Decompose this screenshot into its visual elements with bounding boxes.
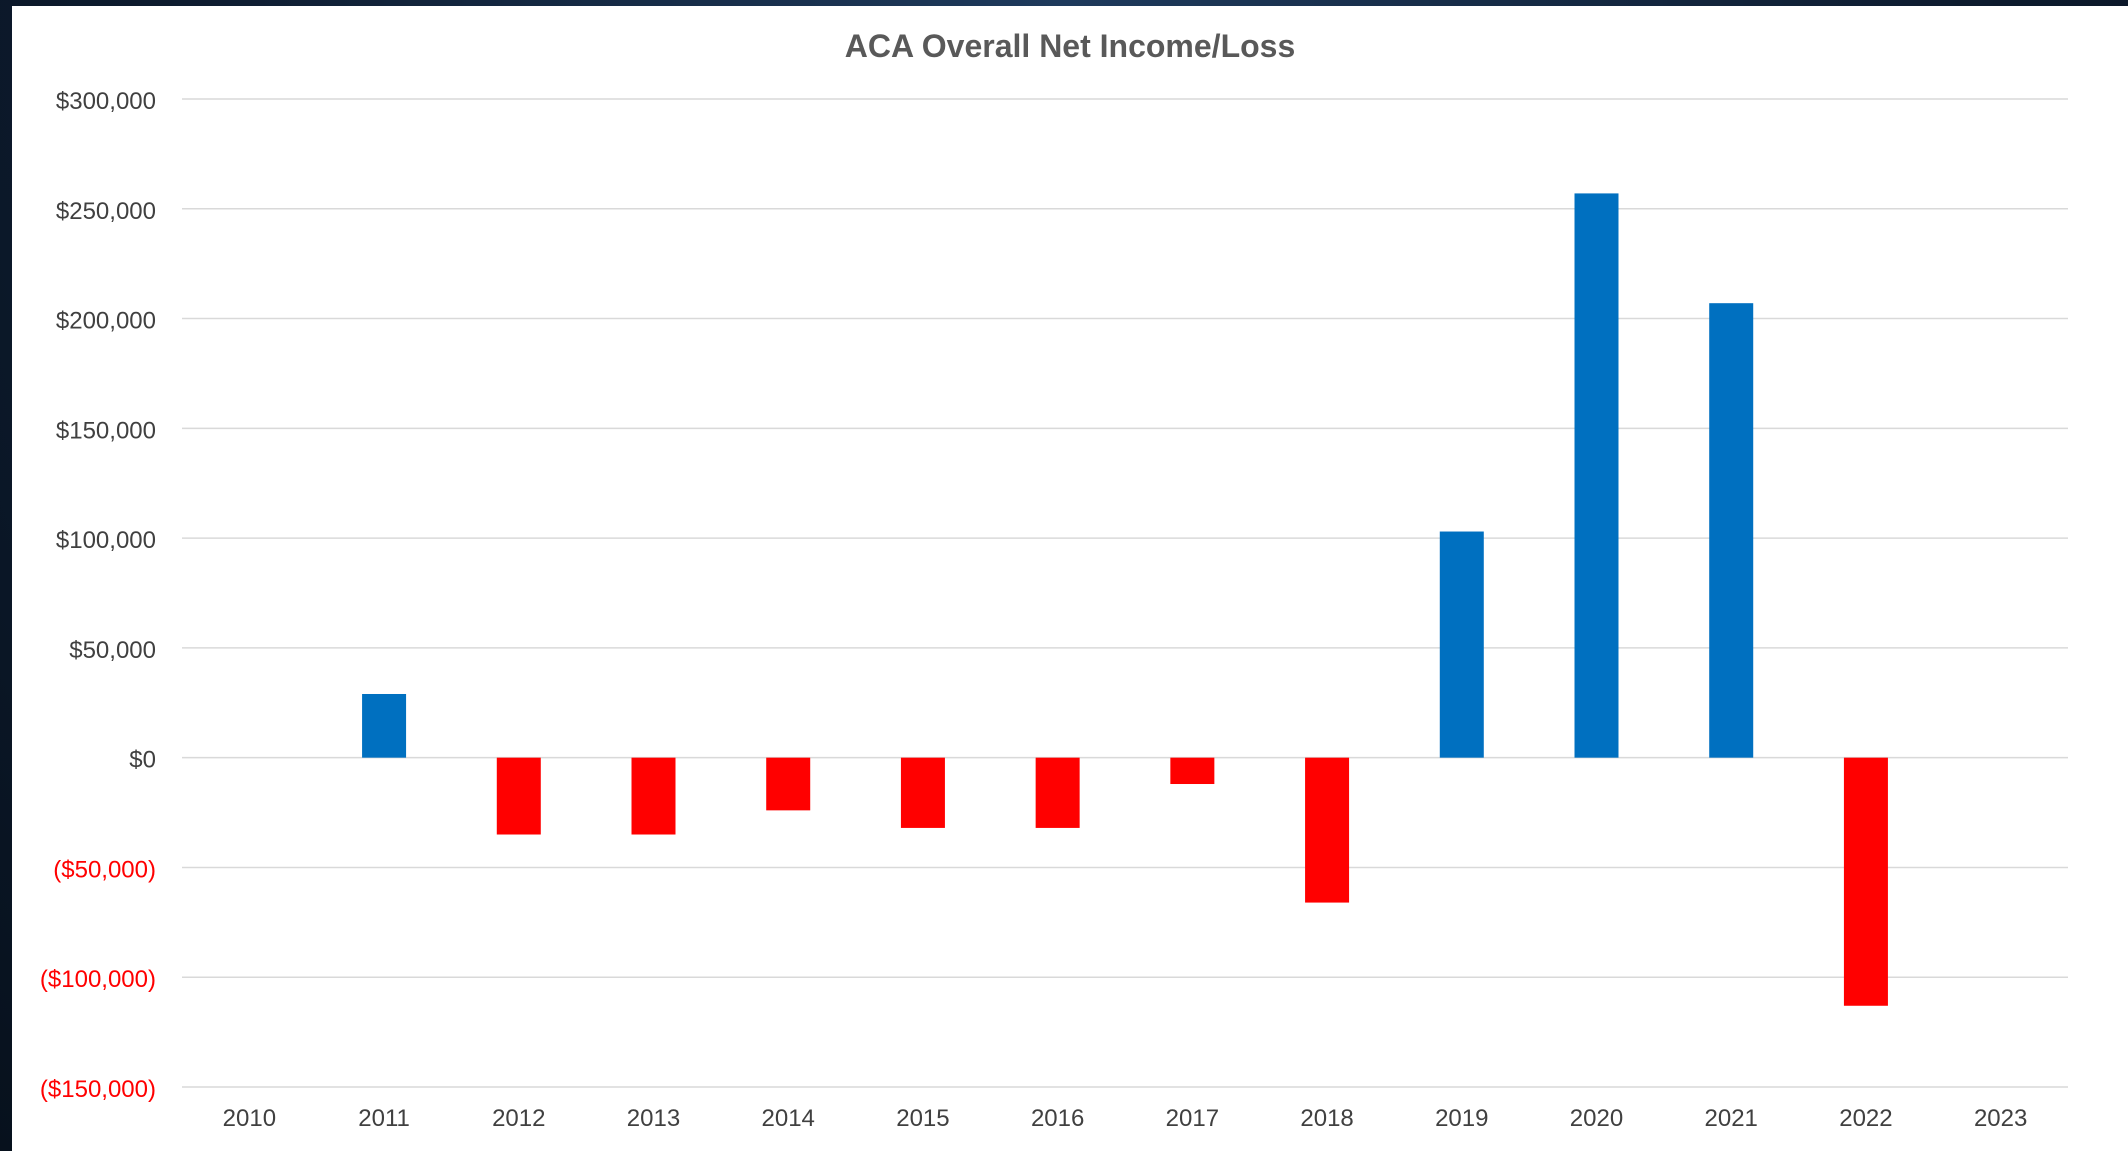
- y-tick-label: $300,000: [56, 88, 156, 115]
- x-tick-label: 2022: [1839, 1105, 1892, 1132]
- bar-2011: [362, 693, 407, 758]
- bar-2016: [1035, 757, 1080, 828]
- y-tick-label: ($100,000): [40, 966, 156, 993]
- x-tick-label: 2020: [1570, 1105, 1623, 1132]
- y-tick-label: ($150,000): [40, 1076, 156, 1103]
- x-tick-label: 2021: [1705, 1105, 1758, 1132]
- y-tick-label: $200,000: [56, 308, 156, 335]
- x-tick-label: 2013: [627, 1105, 680, 1132]
- bar-2017: [1170, 757, 1215, 785]
- chart-panel: ACA Overall Net Income/Loss $300,000 $250…: [12, 6, 2128, 1151]
- y-tick-label: $50,000: [69, 637, 156, 664]
- bar-chart: $300,000 $250,000 $200,000 $150,000 $100,000…: [40, 88, 2068, 1132]
- y-tick-label: ($50,000): [53, 856, 156, 883]
- y-tick-label: $250,000: [56, 198, 156, 225]
- bar-2022: [1843, 757, 1888, 1006]
- bar-2020: [1574, 193, 1619, 758]
- bar-2019: [1439, 531, 1484, 758]
- bar-2018: [1305, 757, 1350, 903]
- x-tick-label: 2010: [223, 1105, 276, 1132]
- x-tick-label: 2014: [762, 1105, 815, 1132]
- bar-2013: [631, 757, 676, 835]
- bar-2014: [766, 757, 811, 811]
- x-tick-label: 2015: [896, 1105, 949, 1132]
- y-tick-label: $150,000: [56, 417, 156, 444]
- x-tick-label: 2017: [1166, 1105, 1219, 1132]
- bar-2021: [1709, 303, 1754, 758]
- y-tick-label: $0: [129, 747, 156, 774]
- x-tick-label: 2018: [1300, 1105, 1353, 1132]
- y-tick-label: $100,000: [56, 527, 156, 554]
- chart-title: ACA Overall Net Income/Loss: [844, 28, 1296, 64]
- bar-2015: [900, 757, 945, 828]
- x-tick-label: 2019: [1435, 1105, 1488, 1132]
- x-tick-label: 2023: [1974, 1105, 2027, 1132]
- x-tick-label: 2011: [358, 1105, 410, 1132]
- x-tick-label: 2012: [492, 1105, 545, 1132]
- x-tick-label: 2016: [1031, 1105, 1084, 1132]
- bar-2012: [496, 757, 541, 835]
